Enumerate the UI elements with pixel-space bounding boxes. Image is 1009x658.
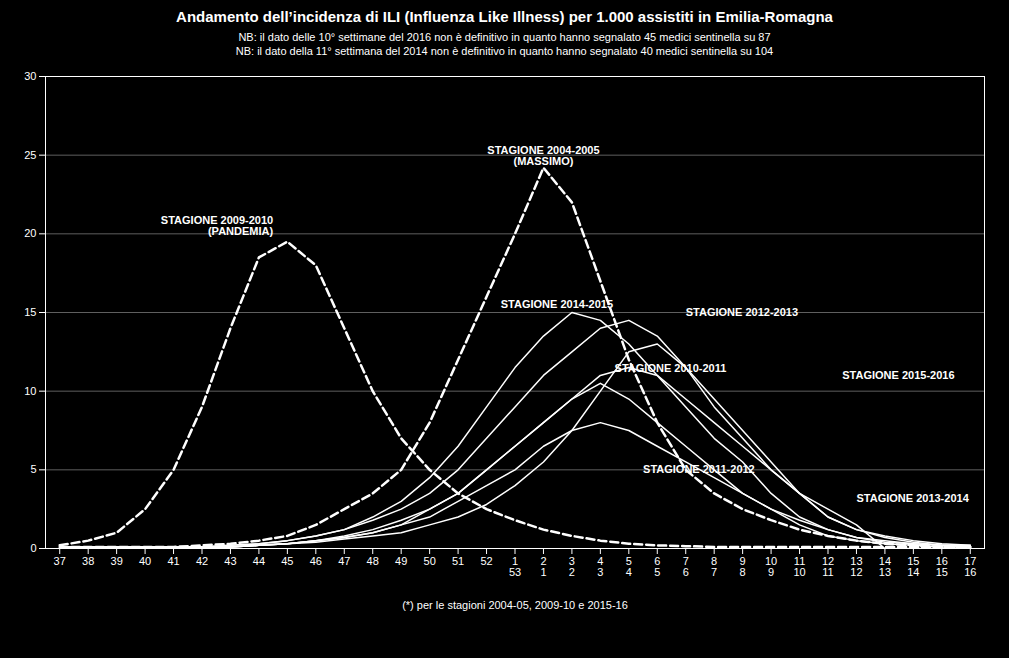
svg-text:STAGIONE 2004-2005(MASSIMO): STAGIONE 2004-2005(MASSIMO)	[487, 144, 599, 167]
svg-text:44: 44	[253, 555, 265, 567]
svg-text:STAGIONE 2014-2015: STAGIONE 2014-2015	[501, 298, 613, 310]
svg-text:38: 38	[82, 555, 94, 567]
svg-text:48: 48	[367, 555, 379, 567]
svg-text:153: 153	[509, 555, 521, 578]
svg-text:41: 41	[167, 555, 179, 567]
svg-text:30: 30	[24, 70, 36, 82]
svg-text:20: 20	[24, 227, 36, 239]
svg-text:32: 32	[569, 555, 575, 578]
svg-text:65: 65	[654, 555, 660, 578]
svg-text:1716: 1716	[964, 555, 976, 578]
svg-text:5: 5	[30, 463, 36, 475]
svg-text:10: 10	[24, 385, 36, 397]
svg-text:1413: 1413	[879, 555, 891, 578]
svg-text:1312: 1312	[850, 555, 862, 578]
svg-text:98: 98	[740, 555, 746, 578]
svg-text:43: 43	[224, 555, 236, 567]
svg-text:43: 43	[597, 555, 603, 578]
svg-text:76: 76	[683, 555, 689, 578]
svg-text:40: 40	[139, 555, 151, 567]
svg-text:1110: 1110	[793, 555, 805, 578]
svg-text:51: 51	[452, 555, 464, 567]
svg-text:54: 54	[626, 555, 632, 578]
svg-text:42: 42	[196, 555, 208, 567]
svg-text:STAGIONE 2011-2012: STAGIONE 2011-2012	[643, 463, 755, 475]
svg-text:46: 46	[310, 555, 322, 567]
svg-text:37: 37	[54, 555, 66, 567]
svg-text:25: 25	[24, 149, 36, 161]
html-text:NB: il dato della 11° settiman: NB: il dato della 11° settimana del 2014…	[235, 45, 774, 57]
svg-text:52: 52	[480, 555, 492, 567]
svg-text:1514: 1514	[907, 555, 919, 578]
svg-text:STAGIONE 2015-2016: STAGIONE 2015-2016	[842, 369, 954, 381]
svg-text:50: 50	[424, 555, 436, 567]
svg-text:STAGIONE 2013-2014: STAGIONE 2013-2014	[856, 492, 969, 504]
svg-text:STAGIONE 2012-2013: STAGIONE 2012-2013	[686, 306, 798, 318]
svg-text:STAGIONE 2009-2010(PANDEMIA): STAGIONE 2009-2010(PANDEMIA)	[161, 214, 274, 237]
svg-text:47: 47	[338, 555, 350, 567]
html-text:Andamento dell’incidenza di IL: Andamento dell’incidenza di ILI (​Influe…	[176, 8, 833, 25]
html-text:NB: il dato delle 10° settiman: NB: il dato delle 10° settimane del 2016…	[238, 31, 771, 43]
svg-text:49: 49	[395, 555, 407, 567]
svg-text:1211: 1211	[822, 555, 834, 578]
svg-text:0: 0	[30, 542, 36, 554]
svg-text:1615: 1615	[936, 555, 948, 578]
svg-text:(*) per le stagioni 2004-05, 2: (*) per le stagioni 2004-05, 2009-10 e 2…	[402, 599, 628, 611]
svg-text:45: 45	[281, 555, 293, 567]
svg-text:21: 21	[540, 555, 546, 578]
svg-text:STAGIONE 2010-2011: STAGIONE 2010-2011	[615, 362, 727, 374]
svg-text:39: 39	[111, 555, 123, 567]
svg-text:109: 109	[765, 555, 777, 578]
svg-text:15: 15	[24, 306, 36, 318]
svg-text:87: 87	[711, 555, 717, 578]
